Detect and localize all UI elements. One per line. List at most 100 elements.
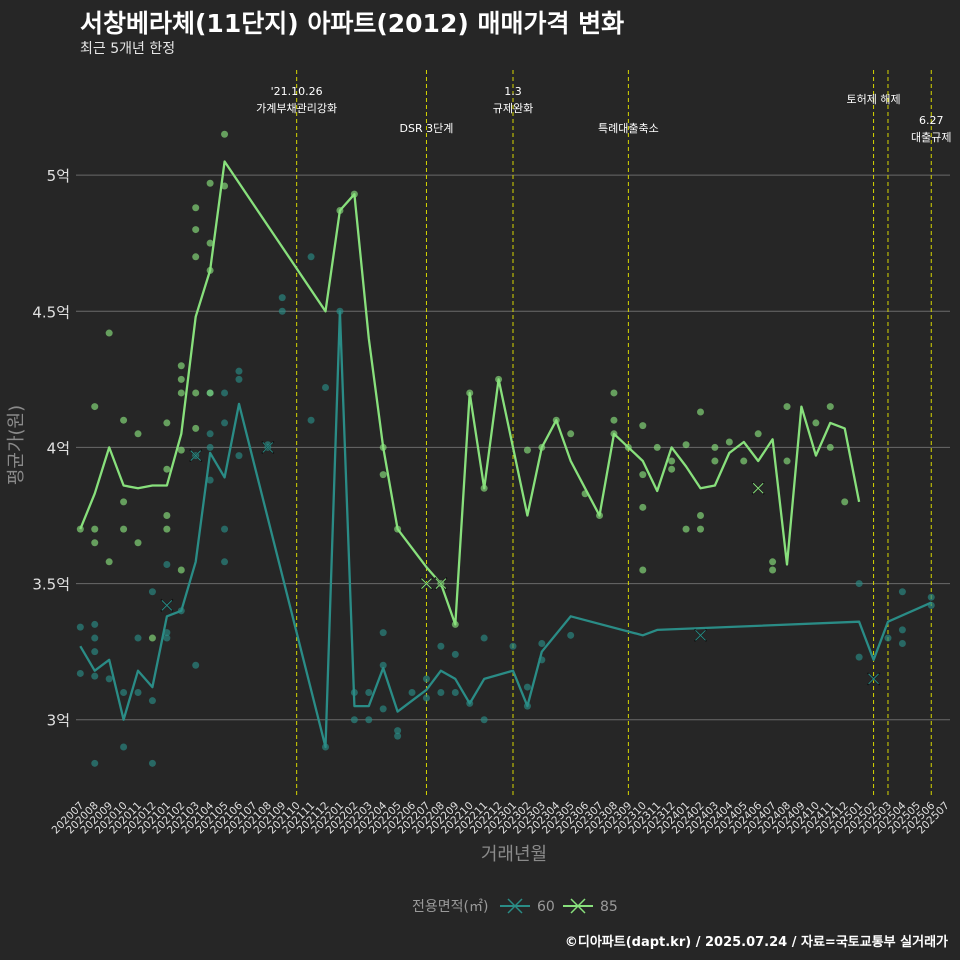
data-point-60 <box>105 675 113 683</box>
y-tick-label: 3.5억 <box>32 576 70 594</box>
data-point-60 <box>76 623 84 631</box>
data-point-60 <box>408 689 416 697</box>
event-label: DSR 3단계 <box>400 122 454 135</box>
data-point-85 <box>192 204 200 212</box>
data-point-60 <box>91 759 99 767</box>
data-point-85 <box>163 419 171 427</box>
series-line-85 <box>79 160 861 626</box>
data-point-60 <box>120 689 128 697</box>
data-point-60 <box>120 743 128 751</box>
data-point-85 <box>105 558 113 566</box>
cross-mark-60 <box>866 672 881 686</box>
data-point-85 <box>177 389 185 397</box>
cross-mark-60 <box>189 449 203 463</box>
event-label: '21.10.26 <box>271 85 323 98</box>
data-point-85 <box>134 539 142 547</box>
data-point-60 <box>192 661 200 669</box>
cross-mark-85 <box>419 577 434 591</box>
cross-mark-60 <box>693 628 708 642</box>
cross-stroke <box>161 600 173 611</box>
data-point-60 <box>91 620 99 628</box>
data-point-85 <box>91 403 99 411</box>
data-point-60 <box>278 294 286 302</box>
data-point-85 <box>221 182 229 190</box>
data-point-85 <box>206 179 214 187</box>
data-point-60 <box>163 634 171 642</box>
data-point-60 <box>480 634 488 642</box>
data-point-85 <box>682 525 690 533</box>
data-point-60 <box>379 661 387 669</box>
data-point-85 <box>769 558 777 566</box>
data-point-60 <box>927 593 935 601</box>
data-point-60 <box>134 689 142 697</box>
data-point-85 <box>754 430 762 438</box>
data-point-60 <box>451 650 459 658</box>
data-point-60 <box>379 629 387 637</box>
data-point-85 <box>221 130 229 138</box>
data-point-60 <box>148 588 156 596</box>
cross-stroke <box>421 578 432 589</box>
event-label: 1.3 <box>504 85 522 98</box>
data-point-85 <box>696 525 704 533</box>
data-point-85 <box>91 539 99 547</box>
data-point-60 <box>206 430 214 438</box>
y-tick-label: 5억 <box>47 167 70 185</box>
cross-mark-60 <box>160 598 174 612</box>
points-layer <box>76 130 935 767</box>
data-point-60 <box>422 675 430 683</box>
data-point-60 <box>567 631 575 639</box>
data-point-60 <box>350 716 358 724</box>
data-point-85 <box>91 525 99 533</box>
data-point-85 <box>711 443 719 451</box>
data-point-85 <box>639 422 647 430</box>
event-label: 특례대출축소 <box>598 122 659 135</box>
data-point-60 <box>855 580 863 588</box>
event-label: 가계부채관리강화 <box>256 102 337 115</box>
data-point-85 <box>523 446 531 454</box>
data-point-60 <box>437 689 445 697</box>
lines-layer <box>79 160 932 749</box>
y-tick-label: 4.5억 <box>32 303 70 321</box>
data-point-60 <box>235 367 243 375</box>
data-point-85 <box>192 424 200 432</box>
cross-mark-85 <box>434 577 448 591</box>
data-point-60 <box>379 705 387 713</box>
data-point-85 <box>105 329 113 337</box>
data-point-60 <box>278 307 286 315</box>
event-label: 규제완화 <box>493 102 533 115</box>
data-point-85 <box>783 457 791 465</box>
legend-key-60 <box>500 898 530 914</box>
data-point-60 <box>898 588 906 596</box>
data-point-85 <box>639 566 647 574</box>
data-point-85 <box>783 403 791 411</box>
data-point-60 <box>221 389 229 397</box>
data-point-85 <box>740 457 748 465</box>
data-point-60 <box>221 558 229 566</box>
y-tick-label: 4억 <box>47 439 70 457</box>
data-point-85 <box>163 465 171 473</box>
data-point-85 <box>711 457 719 465</box>
legend: 전용면적(㎡) 60 85 <box>412 898 618 915</box>
data-point-85 <box>567 430 575 438</box>
data-point-60 <box>235 375 243 383</box>
event-label: 토허제 해제 <box>847 92 901 106</box>
data-point-60 <box>451 689 459 697</box>
data-point-85 <box>639 471 647 479</box>
data-point-85 <box>610 416 618 424</box>
footer-credit: ©디아파트(dapt.kr) / 2025.07.24 / 자료=국토교통부 실… <box>564 935 948 950</box>
data-point-60 <box>91 648 99 656</box>
data-point-85 <box>668 465 676 473</box>
data-point-85 <box>841 498 849 506</box>
cross-marks-layer <box>160 440 881 686</box>
data-point-60 <box>91 672 99 680</box>
data-point-60 <box>523 683 531 691</box>
data-point-60 <box>322 384 330 392</box>
y-tick-label: 3억 <box>47 712 70 730</box>
data-point-85 <box>826 443 834 451</box>
data-point-60 <box>437 642 445 650</box>
data-point-85 <box>826 403 834 411</box>
data-point-60 <box>307 253 315 261</box>
data-point-85 <box>120 416 128 424</box>
data-point-85 <box>206 389 214 397</box>
